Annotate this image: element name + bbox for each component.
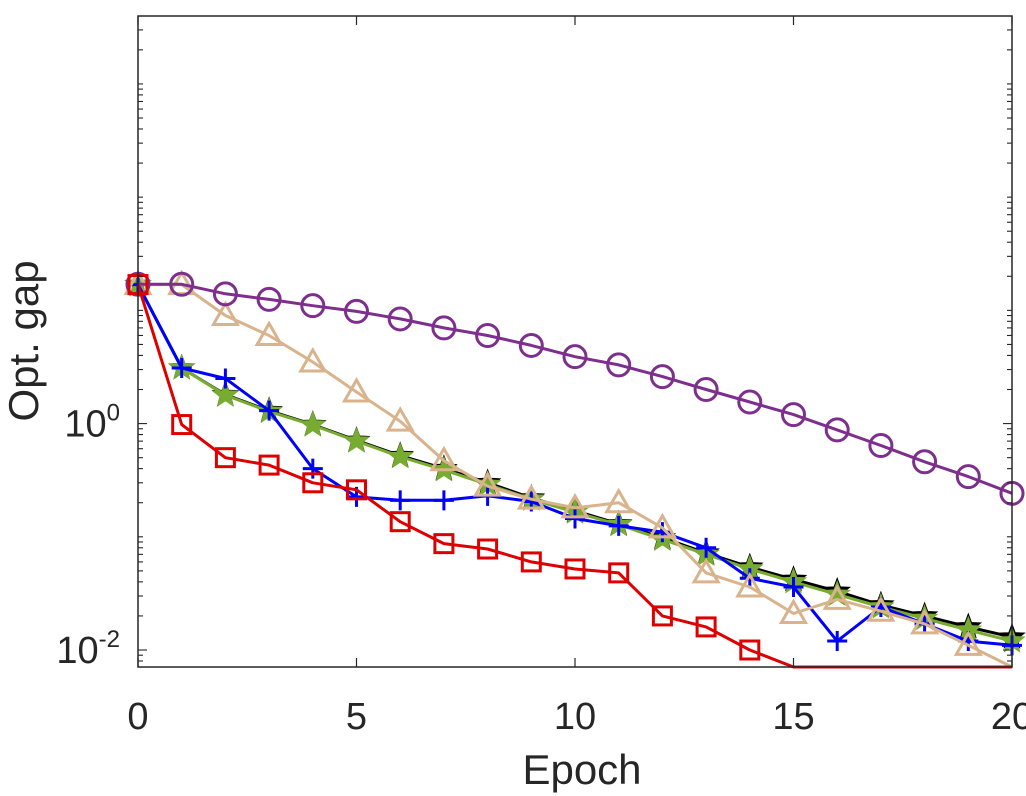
data-point: [211, 380, 240, 407]
x-tick-label: 0: [127, 696, 148, 738]
data-point: [387, 306, 413, 332]
data-point: [608, 515, 629, 536]
data-point: [912, 449, 938, 475]
data-point: [608, 562, 630, 584]
tick-labels: 0 5 10 15 20 100 10-2: [56, 400, 1026, 738]
data-point: [300, 293, 326, 319]
plot-marks: [123, 269, 1026, 669]
data-point: [214, 447, 236, 469]
data-point: [824, 417, 850, 443]
data-point: [258, 454, 280, 476]
data-point: [739, 568, 760, 589]
y-tick-label: 10-2: [56, 626, 120, 672]
data-point: [693, 377, 719, 403]
data-point: [565, 508, 585, 529]
data-point: [259, 400, 280, 421]
series-purple-circle: [125, 271, 1025, 506]
data-point: [433, 490, 454, 511]
data-point: [606, 352, 632, 378]
data-point: [827, 631, 848, 652]
data-point: [910, 608, 940, 635]
data-point: [171, 414, 193, 436]
data-point: [737, 389, 763, 415]
data-point: [210, 300, 240, 327]
data-point: [778, 598, 809, 625]
x-tick-label: 5: [346, 696, 367, 738]
data-point: [298, 346, 328, 373]
data-point: [560, 492, 590, 519]
data-point: [564, 558, 586, 580]
data-point: [953, 630, 983, 656]
data-point: [822, 584, 852, 610]
data-point: [604, 487, 634, 514]
data-point: [433, 533, 455, 555]
tick-marks: [137, 16, 1013, 667]
data-point: [649, 364, 675, 390]
data-point: [344, 298, 369, 324]
data-point: [389, 511, 411, 533]
data-point: [781, 402, 806, 428]
data-point: [739, 639, 761, 661]
data-point: [346, 479, 367, 501]
data-point: [256, 286, 282, 312]
x-tick-label: 15: [772, 696, 814, 738]
data-point: [431, 315, 457, 341]
data-point: [473, 471, 503, 497]
data-point: [171, 357, 192, 378]
data-point: [520, 551, 542, 573]
data-point: [651, 605, 673, 627]
data-point: [518, 332, 544, 358]
data-point: [169, 271, 195, 297]
data-point: [955, 464, 981, 490]
data-point: [302, 472, 324, 494]
data-point: [302, 458, 323, 479]
series-line: [138, 282, 1013, 495]
data-point: [390, 490, 411, 511]
data-point: [783, 577, 804, 598]
data-point: [386, 442, 414, 469]
data-point: [299, 410, 327, 437]
data-point: [215, 368, 236, 389]
data-point: [647, 512, 677, 539]
data-point: [562, 344, 588, 370]
data-point: [429, 445, 459, 472]
data-point: [866, 596, 896, 622]
data-point: [695, 616, 717, 638]
series-line: [136, 283, 1013, 643]
series-line: [136, 283, 1013, 639]
data-point: [652, 522, 673, 543]
y-axis-label: Opt. gap: [0, 260, 47, 421]
data-point: [342, 426, 371, 453]
data-point: [516, 484, 546, 510]
x-tick-label: 10: [554, 696, 596, 738]
data-point: [341, 376, 372, 403]
data-point: [212, 281, 238, 307]
data-point: [254, 320, 284, 346]
data-point: [385, 406, 415, 432]
data-point: [696, 537, 717, 558]
series-line: [138, 283, 1013, 669]
data-point: [868, 433, 894, 459]
data-point: [477, 538, 499, 560]
y-tick-label: 100: [64, 400, 120, 446]
data-point: [691, 557, 721, 584]
x-tick-label: 20: [991, 696, 1026, 738]
data-point: [735, 572, 765, 598]
data-point: [475, 322, 501, 348]
x-axis-label: Epoch: [522, 746, 641, 793]
